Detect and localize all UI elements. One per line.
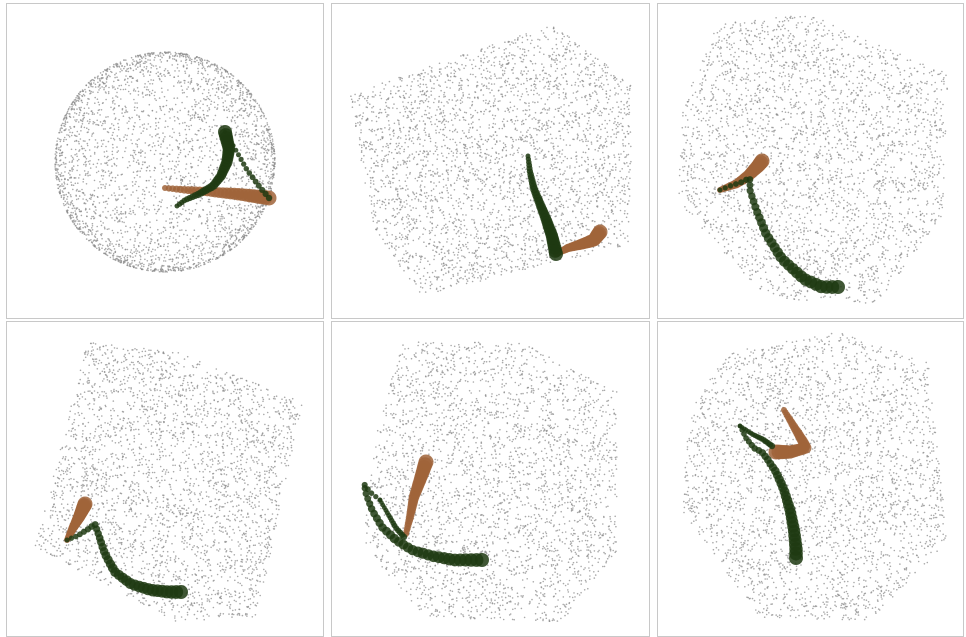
dark-path-branch-point [249,174,256,181]
panel-5 [331,321,650,637]
point-cloud [34,342,303,622]
dark-path-point [549,247,563,261]
dark-path [64,521,188,599]
point-cloud [365,341,618,622]
dark-path [174,125,236,209]
panel-4-plot [34,342,303,622]
light-path [403,454,434,537]
dark-path-branch-point [238,156,244,162]
dark-path-branch [377,497,408,541]
light-path-point [754,153,770,169]
panel-1 [6,3,324,319]
dark-path-point [64,537,70,543]
light-path-point [592,224,608,240]
dark-path-point [373,493,379,500]
dark-path-point [368,490,375,496]
dark-path-point [361,485,368,492]
dark-path-point [831,280,845,294]
dark-path-branch-point [768,442,776,450]
point-cloud [678,15,948,304]
dark-path [717,176,845,294]
dark-path-branch-point [246,170,253,176]
panel-6 [657,321,964,637]
panel-4 [6,321,324,637]
panel-2-plot [350,26,632,293]
dark-path-point [218,125,232,139]
dark-path [737,423,803,565]
dark-path-point [732,181,739,187]
panel-6-plot [683,332,947,621]
dark-path-point [475,553,489,567]
panel-3-plot [678,15,948,304]
dark-path-branch-point [252,178,259,185]
panel-5-plot [361,341,618,622]
point-cloud [683,332,947,621]
point-cloud [350,26,632,293]
dark-path-branch-point [241,161,247,167]
panel-1-plot [54,51,277,273]
dark-path-branch-point [243,165,250,172]
light-path-point [418,454,434,470]
light-path [768,407,812,460]
dark-path-point [68,535,75,541]
dark-path-point [377,497,383,503]
dark-path-point [739,427,745,433]
dark-path-branch-point [255,182,262,189]
dark-path-point [789,551,803,565]
dark-path [361,481,489,567]
dark-path-point [746,176,754,183]
dark-path-point [746,181,754,189]
panel-3 [657,3,964,319]
dark-path-branch-point [235,152,242,158]
dark-path-point [717,187,723,193]
dark-path-branch-point [265,194,273,202]
dark-path-point [738,179,745,186]
dark-path-point [722,185,728,191]
dark-path-point [174,585,188,599]
dark-path [525,153,563,261]
light-path-point [77,496,93,512]
panel-2 [331,3,650,319]
dark-path-point [727,183,734,189]
light-path [64,496,93,543]
dark-path-point [737,423,743,429]
